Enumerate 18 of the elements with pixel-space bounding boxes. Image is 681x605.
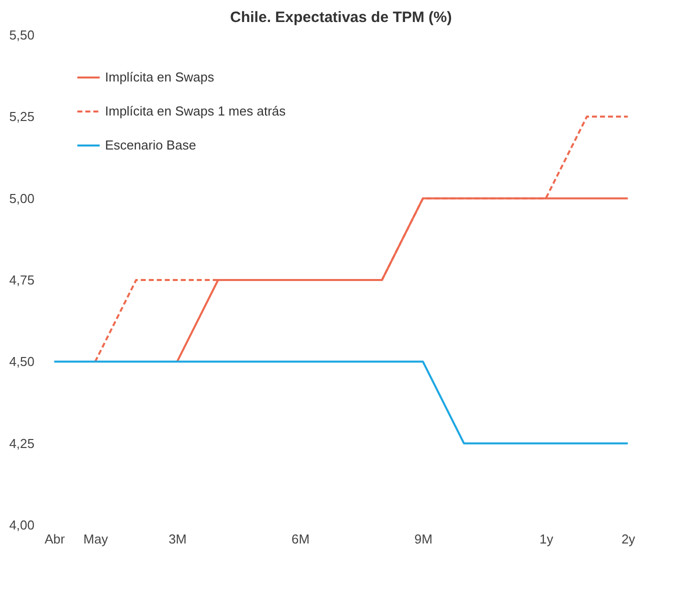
x-tick-label: Abr [44, 532, 66, 546]
y-tick-label: 5,25 [9, 109, 34, 124]
y-tick-label: 5,50 [9, 28, 34, 42]
x-tick-label: 3M [168, 532, 187, 546]
y-tick-label: 4,25 [9, 436, 34, 451]
x-tick-label: May [83, 532, 108, 546]
legend-label: Implícita en Swaps 1 mes atrás [105, 104, 286, 118]
y-tick-label: 4,50 [9, 354, 34, 370]
y-tick-label: 4,75 [9, 272, 34, 288]
x-tick-label: 6M [291, 532, 310, 546]
x-tick-label: 9M [414, 532, 432, 546]
legend-label: Implícita en Swaps [105, 70, 215, 84]
legend-label: Escenario Base [105, 138, 196, 152]
y-tick-label: 4,00 [9, 518, 34, 532]
x-tick-label: 1y [539, 532, 554, 546]
y-tick-label: 5,00 [9, 190, 34, 206]
x-tick-label: 2y [621, 532, 636, 546]
chart-title: Chile. Expectativas de TPM (%) [230, 9, 452, 26]
